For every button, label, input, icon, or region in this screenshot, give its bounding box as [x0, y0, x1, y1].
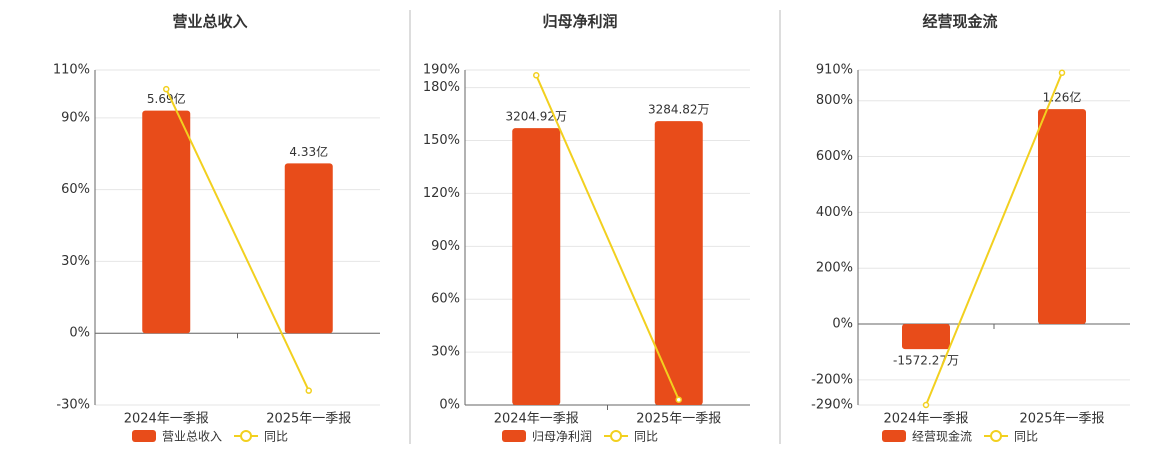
line-point	[922, 401, 930, 409]
line-point	[305, 387, 312, 394]
legend-swatch	[990, 430, 1003, 442]
value-label: 3284.82万	[648, 103, 710, 117]
y-tick-label: 60%	[61, 182, 90, 197]
x-tick-label: 2025年一季报	[636, 412, 721, 427]
legend-label: 经营现金流	[912, 429, 972, 444]
bar	[1038, 109, 1086, 325]
x-tick-label: 2025年一季报	[266, 412, 351, 427]
y-tick-label: 0%	[69, 326, 90, 341]
y-tick-label: -30%	[56, 398, 90, 413]
chart-title: 经营现金流	[922, 13, 997, 31]
y-tick-label: 800%	[816, 93, 853, 108]
y-tick-label: -290%	[811, 398, 853, 413]
chart-title: 营业总收入	[172, 13, 247, 31]
x-tick-label: 2025年一季报	[1019, 412, 1104, 427]
y-tick-label: 180%	[423, 80, 460, 95]
line	[535, 74, 680, 401]
bar	[284, 163, 333, 334]
bar	[902, 324, 950, 350]
line-point	[533, 72, 540, 79]
value-label: 5.69亿	[147, 91, 186, 106]
y-tick-label: 120%	[423, 186, 460, 201]
y-tick-label: 400%	[816, 205, 853, 220]
y-tick-label: 200%	[816, 261, 853, 276]
y-tick-label: 30%	[431, 345, 460, 360]
x-tick-label: 2024年一季报	[494, 412, 579, 427]
value-label: 1.26亿	[1043, 90, 1082, 105]
legend-label: 营业总收入	[162, 430, 222, 444]
line	[165, 88, 310, 392]
line	[925, 72, 1063, 406]
legend-swatch	[132, 430, 156, 442]
y-tick-label: 190%	[423, 63, 460, 78]
x-tick-label: 2024年一季报	[883, 412, 968, 427]
y-tick-label: 110%	[53, 63, 90, 78]
legend-label: 同比	[264, 430, 288, 444]
y-tick-label: 150%	[423, 133, 460, 148]
y-tick-label: 0%	[439, 398, 460, 413]
y-tick-label: 910%	[816, 63, 853, 78]
legend-swatch	[502, 430, 526, 442]
bar	[512, 128, 561, 405]
legend-swatch	[240, 430, 253, 442]
y-tick-label: -200%	[811, 372, 853, 387]
line-point	[675, 396, 682, 403]
legend-label: 同比	[1014, 430, 1038, 444]
y-tick-label: 0%	[832, 317, 853, 332]
bar	[654, 121, 703, 405]
y-tick-label: 90%	[431, 239, 460, 254]
bar	[142, 110, 191, 334]
line-point	[163, 85, 170, 93]
legend-swatch	[882, 430, 906, 442]
value-label: 4.33亿	[289, 144, 328, 159]
y-tick-label: 600%	[816, 149, 853, 164]
y-tick-label: 90%	[61, 110, 90, 125]
value-label: 3204.92万	[505, 110, 567, 124]
y-tick-label: 60%	[431, 292, 460, 307]
chart-title: 归母净利润	[542, 13, 617, 31]
value-label: -1572.27万	[893, 354, 959, 368]
y-tick-label: 30%	[61, 254, 90, 269]
legend-label: 同比	[634, 430, 658, 444]
line-point	[1058, 69, 1066, 77]
legend-swatch	[610, 430, 623, 442]
legend-label: 归母净利润	[532, 430, 592, 444]
x-tick-label: 2024年一季报	[124, 412, 209, 427]
